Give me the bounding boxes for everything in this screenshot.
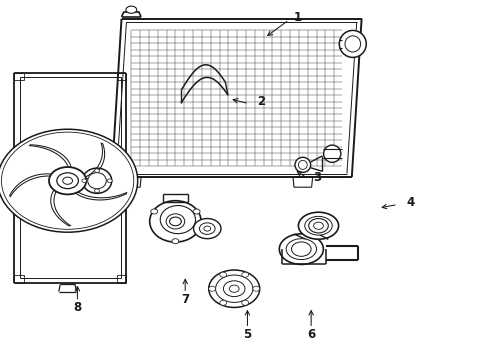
Ellipse shape	[88, 173, 106, 189]
Ellipse shape	[82, 168, 112, 193]
Circle shape	[95, 189, 99, 193]
Ellipse shape	[345, 36, 361, 52]
Circle shape	[204, 226, 211, 231]
Circle shape	[82, 179, 87, 183]
Text: 4: 4	[407, 196, 415, 209]
Circle shape	[253, 286, 260, 291]
Circle shape	[220, 300, 226, 305]
Text: 8: 8	[74, 301, 81, 314]
Ellipse shape	[323, 145, 341, 162]
Circle shape	[194, 219, 221, 239]
Circle shape	[242, 300, 248, 305]
Circle shape	[95, 169, 99, 172]
Bar	[117, 73, 126, 80]
Text: 2: 2	[257, 95, 265, 108]
Text: 5: 5	[244, 328, 251, 341]
Ellipse shape	[166, 214, 185, 229]
Ellipse shape	[295, 157, 311, 172]
Circle shape	[309, 219, 328, 233]
Circle shape	[1, 132, 134, 229]
Circle shape	[209, 286, 216, 291]
Circle shape	[242, 272, 248, 277]
Ellipse shape	[298, 212, 339, 239]
Circle shape	[216, 275, 253, 302]
Bar	[14, 275, 24, 283]
Circle shape	[229, 285, 239, 292]
Circle shape	[199, 223, 215, 234]
Circle shape	[170, 217, 181, 226]
Text: 6: 6	[307, 328, 315, 341]
Circle shape	[193, 209, 200, 214]
Bar	[14, 73, 24, 80]
Text: 1: 1	[294, 11, 302, 24]
Text: 3: 3	[314, 171, 321, 184]
Ellipse shape	[305, 216, 332, 235]
Circle shape	[223, 281, 245, 297]
Ellipse shape	[160, 206, 196, 234]
Text: 7: 7	[181, 293, 189, 306]
Circle shape	[209, 270, 260, 307]
Circle shape	[63, 177, 73, 184]
Circle shape	[172, 239, 179, 244]
Ellipse shape	[339, 31, 366, 57]
Circle shape	[220, 272, 226, 277]
Circle shape	[292, 242, 311, 256]
Bar	[117, 275, 126, 283]
Circle shape	[0, 129, 138, 232]
Circle shape	[107, 179, 112, 183]
Ellipse shape	[150, 201, 201, 242]
Ellipse shape	[286, 239, 317, 260]
Circle shape	[57, 173, 78, 189]
Circle shape	[151, 209, 158, 214]
Circle shape	[49, 167, 86, 194]
Ellipse shape	[126, 6, 137, 13]
Ellipse shape	[279, 234, 323, 264]
Ellipse shape	[298, 161, 307, 169]
Circle shape	[314, 222, 323, 229]
